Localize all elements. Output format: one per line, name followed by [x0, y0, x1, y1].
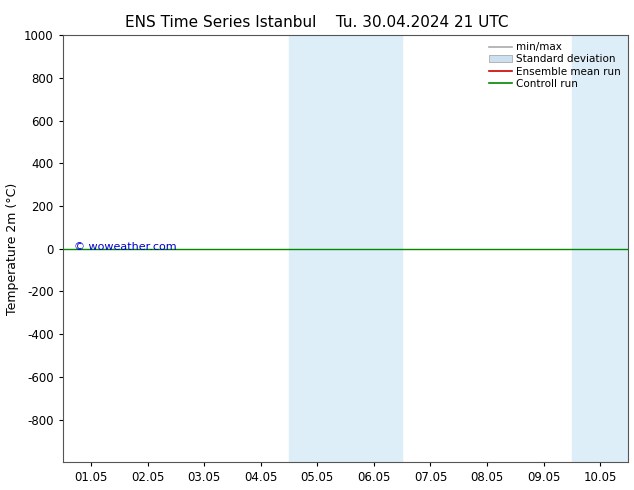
Text: ENS Time Series Istanbul    Tu. 30.04.2024 21 UTC: ENS Time Series Istanbul Tu. 30.04.2024 …: [126, 15, 508, 30]
Y-axis label: Temperature 2m (°C): Temperature 2m (°C): [6, 183, 18, 315]
Bar: [289, 35, 346, 463]
Legend: min/max, Standard deviation, Ensemble mean run, Controll run: min/max, Standard deviation, Ensemble me…: [488, 40, 623, 91]
Bar: [346, 35, 402, 463]
Text: © woweather.com: © woweather.com: [74, 243, 177, 252]
Bar: [572, 35, 628, 463]
